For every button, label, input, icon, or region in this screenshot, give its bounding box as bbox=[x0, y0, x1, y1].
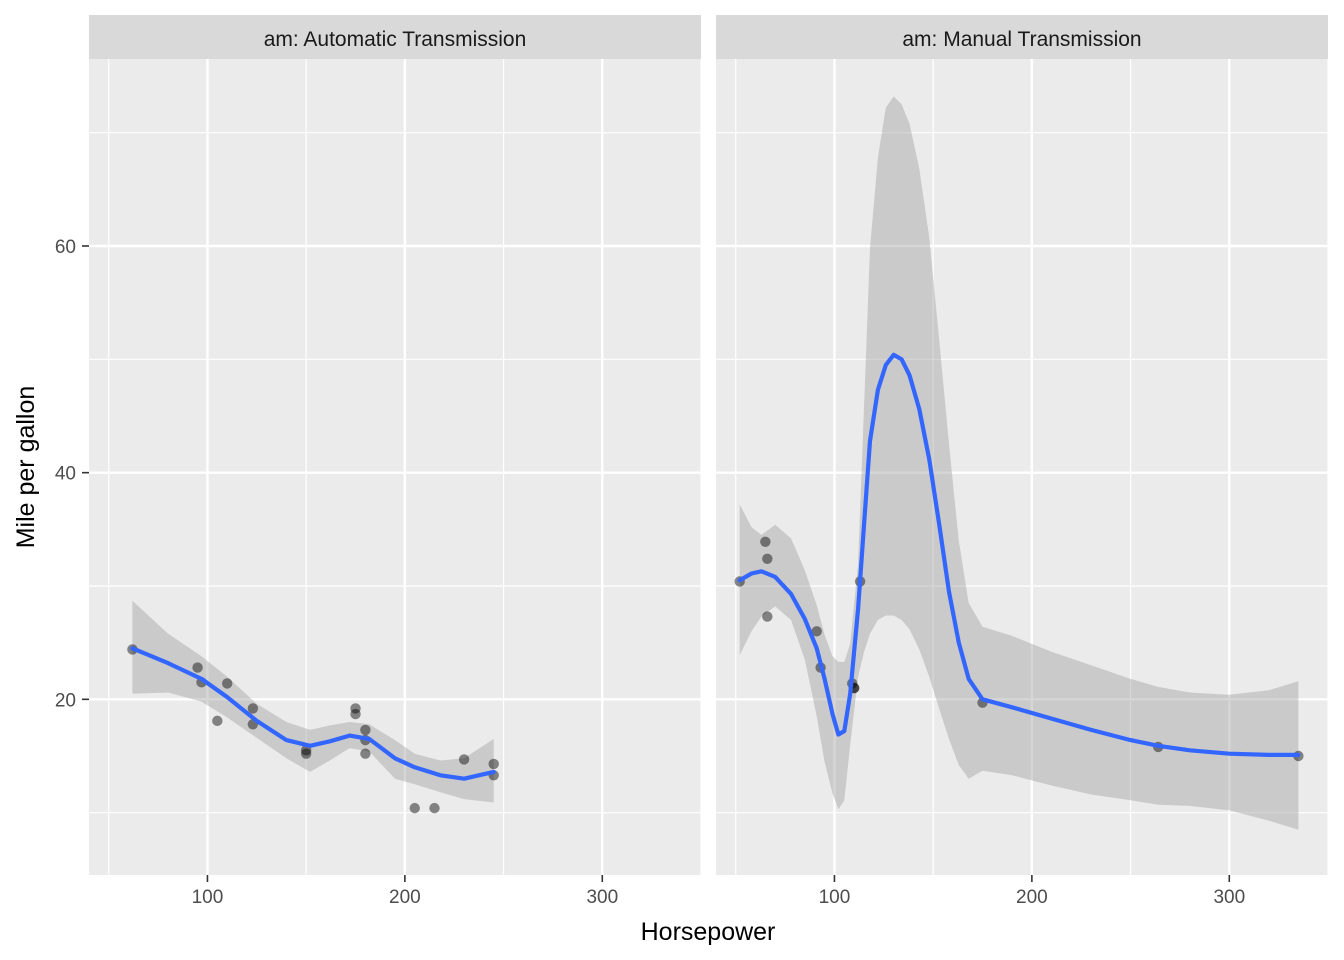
data-point bbox=[212, 715, 223, 727]
y-tick-label: 20 bbox=[55, 690, 76, 711]
x-tick-labels: 100 200 300 bbox=[192, 875, 618, 908]
x-tick-label: 200 bbox=[389, 887, 421, 908]
data-point bbox=[811, 626, 822, 637]
confidence-band bbox=[739, 96, 1299, 830]
data-point bbox=[350, 703, 361, 714]
y-axis-title: Mile per gallon bbox=[12, 386, 40, 549]
y-tick-label: 60 bbox=[55, 237, 76, 258]
smooth-line bbox=[130, 646, 496, 781]
x-axis-title: Horsepower bbox=[641, 918, 776, 946]
x-tick-labels: 100 200 300 bbox=[819, 875, 1245, 908]
data-point bbox=[360, 748, 371, 759]
strip-background bbox=[716, 15, 1328, 59]
panel-background bbox=[89, 59, 701, 875]
data-point bbox=[192, 662, 203, 673]
smooth-line bbox=[737, 352, 1301, 758]
confidence-band-area bbox=[739, 96, 1299, 830]
strip-background bbox=[89, 15, 701, 59]
data-point bbox=[488, 758, 499, 770]
data-point bbox=[350, 708, 361, 720]
data-point bbox=[762, 611, 773, 622]
panel-background bbox=[716, 59, 1328, 875]
y-axis: 20 40 60 bbox=[55, 237, 89, 711]
data-point bbox=[458, 754, 470, 765]
data-point bbox=[760, 536, 771, 547]
panel-grid bbox=[89, 59, 702, 875]
smooth-fit-line bbox=[130, 646, 496, 781]
data-point bbox=[409, 802, 420, 814]
smooth-fit-line bbox=[737, 352, 1301, 758]
x-tick-label: 100 bbox=[819, 887, 851, 908]
data-point bbox=[762, 553, 773, 564]
data-point bbox=[221, 678, 233, 689]
panel-manual: am: Manual Transmission 100 200 300 bbox=[716, 15, 1329, 908]
panel-automatic: am: Automatic Transmission 100 200 300 bbox=[89, 15, 702, 908]
x-tick-label: 300 bbox=[1213, 887, 1245, 908]
data-point bbox=[300, 745, 312, 756]
confidence-band-area bbox=[132, 600, 494, 803]
x-tick-label: 200 bbox=[1016, 887, 1048, 908]
data-point bbox=[247, 703, 259, 714]
y-tick-label: 40 bbox=[55, 464, 76, 485]
x-tick-label: 100 bbox=[192, 887, 224, 908]
x-tick-label: 300 bbox=[586, 887, 618, 908]
data-point bbox=[360, 724, 371, 736]
confidence-band bbox=[132, 600, 494, 803]
data-point bbox=[429, 802, 440, 814]
strip-label: am: Automatic Transmission bbox=[264, 28, 527, 51]
strip-label: am: Manual Transmission bbox=[902, 28, 1141, 51]
data-point bbox=[300, 748, 312, 759]
